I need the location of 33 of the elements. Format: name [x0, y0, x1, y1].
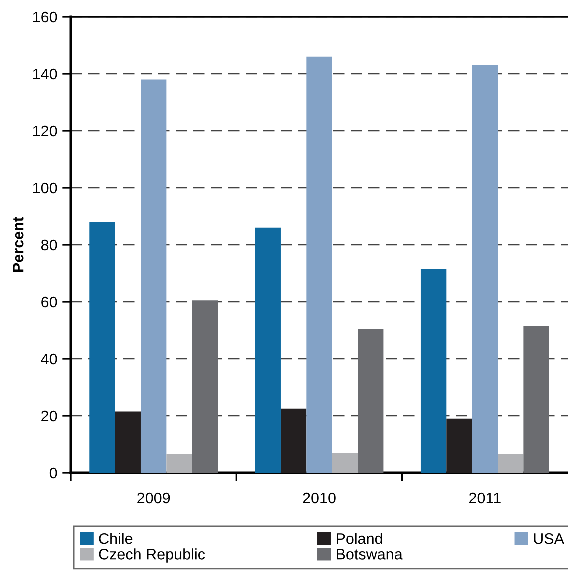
legend-label: USA	[534, 533, 564, 544]
y-tick-label: 120	[33, 126, 58, 137]
x-tick-label: 2011	[470, 492, 501, 504]
y-tick-label: 0	[50, 468, 58, 479]
bar	[90, 222, 116, 473]
x-tick-label: 2010	[303, 492, 336, 504]
bar	[280, 408, 307, 473]
bar	[446, 418, 472, 473]
bar	[498, 454, 524, 473]
x-tick-label: 2009	[138, 492, 170, 504]
legend-label: Chile	[99, 533, 133, 544]
y-tick-label: 60	[42, 296, 58, 308]
bar	[166, 454, 192, 473]
bar	[115, 412, 141, 473]
bar	[472, 65, 498, 473]
y-tick-label: 160	[33, 12, 58, 23]
y-tick-label: 140	[33, 68, 58, 80]
bar	[306, 56, 332, 473]
y-tick-label: 40	[41, 354, 58, 365]
bar	[358, 329, 384, 473]
bar	[192, 300, 218, 473]
y-tick-label: 100	[33, 182, 58, 194]
bar	[420, 269, 447, 473]
legend-label: Czech Republic	[99, 548, 206, 563]
bar	[524, 326, 550, 473]
y-tick-label: 80	[41, 240, 58, 251]
y-tick-label: 20	[42, 410, 58, 422]
y-axis-title: Percent	[13, 217, 24, 272]
legend-label: Poland	[337, 533, 382, 544]
bar	[140, 80, 167, 473]
legend-label: Botswana	[337, 549, 403, 560]
bar	[332, 453, 358, 473]
bar	[255, 228, 281, 473]
